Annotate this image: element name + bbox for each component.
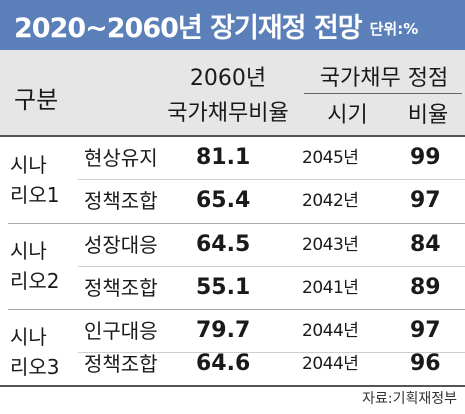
source-note: 자료:기획재정부 [362,391,457,407]
row-sub-label: 현상유지 [84,146,158,170]
header-peak-ratio: 비율 [407,103,449,128]
row-ratio-2060: 65.4 [196,188,251,213]
table-header: 구분 2060년 국가채무비율 국가채무 정점 시기 비율 [0,50,465,135]
row-sub-label: 인구대응 [84,319,158,343]
row-peak-year: 2045년 [302,148,359,168]
row-ratio-2060: 55.1 [196,275,251,300]
scenario-label-line1: 시나 [10,325,47,349]
row-ratio-2060: 64.6 [196,351,251,376]
table-row: 성장대응 64.5 2043년 84 [0,224,465,266]
scenario-1-label: 시나 리오1 [10,150,60,210]
table-row: 현상유지 81.1 2045년 99 [0,137,465,179]
title-bar: 2020~2060년 장기재정 전망 단위:% [0,0,465,50]
header-category: 구분 [14,86,59,114]
header-peak-time: 시기 [327,103,368,128]
row-peak-ratio: 89 [410,275,441,300]
row-ratio-2060: 81.1 [196,145,251,170]
table-row: 인구대응 79.7 2044년 97 [0,310,465,352]
row-peak-year: 2042년 [302,191,359,211]
row-sub-label: 정책조합 [84,189,158,213]
header-debt-peak: 국가채무 정점 [319,66,449,91]
scenario-3-label: 시나 리오3 [10,322,60,382]
scenario-label-line1: 시나 [10,239,47,263]
row-peak-ratio: 84 [410,232,441,257]
row-sub-label: 성장대응 [84,233,158,257]
unit-label: 단위:% [369,20,419,38]
scenario-2-label: 시나 리오2 [10,236,60,296]
row-ratio-2060: 64.5 [196,232,251,257]
scenario-label-line1: 시나 [10,153,47,177]
row-peak-year: 2044년 [302,354,359,374]
table-row: 정책조합 65.4 2042년 97 [0,180,465,222]
row-peak-year: 2041년 [302,278,359,298]
scenario-divider [8,309,465,310]
scenario-divider [8,223,465,224]
row-divider [78,266,465,267]
row-peak-year: 2043년 [302,235,359,255]
row-divider [78,352,465,353]
row-divider [78,179,465,180]
header-divider [304,93,462,94]
header-debt-ratio: 국가채무비율 [167,101,289,126]
row-peak-ratio: 99 [410,145,441,170]
row-peak-ratio: 96 [410,351,441,376]
page-title: 2020~2060년 장기재정 전망 [14,12,363,44]
table-row: 정책조합 55.1 2041년 89 [0,267,465,309]
row-sub-label: 정책조합 [84,352,158,376]
scenario-label-line2: 리오2 [10,269,60,293]
row-peak-ratio: 97 [410,318,441,343]
table-row: 정책조합 64.6 2044년 96 [0,343,465,385]
scenario-label-line2: 리오1 [10,183,60,207]
row-peak-year: 2044년 [302,321,359,341]
table-bottom-rule [0,385,465,387]
header-bottom-rule [0,135,465,137]
row-sub-label: 정책조합 [84,276,158,300]
row-ratio-2060: 79.7 [196,318,251,343]
header-year-2060: 2060년 [189,66,267,91]
scenario-label-line2: 리오3 [10,355,60,379]
row-peak-ratio: 97 [410,188,441,213]
